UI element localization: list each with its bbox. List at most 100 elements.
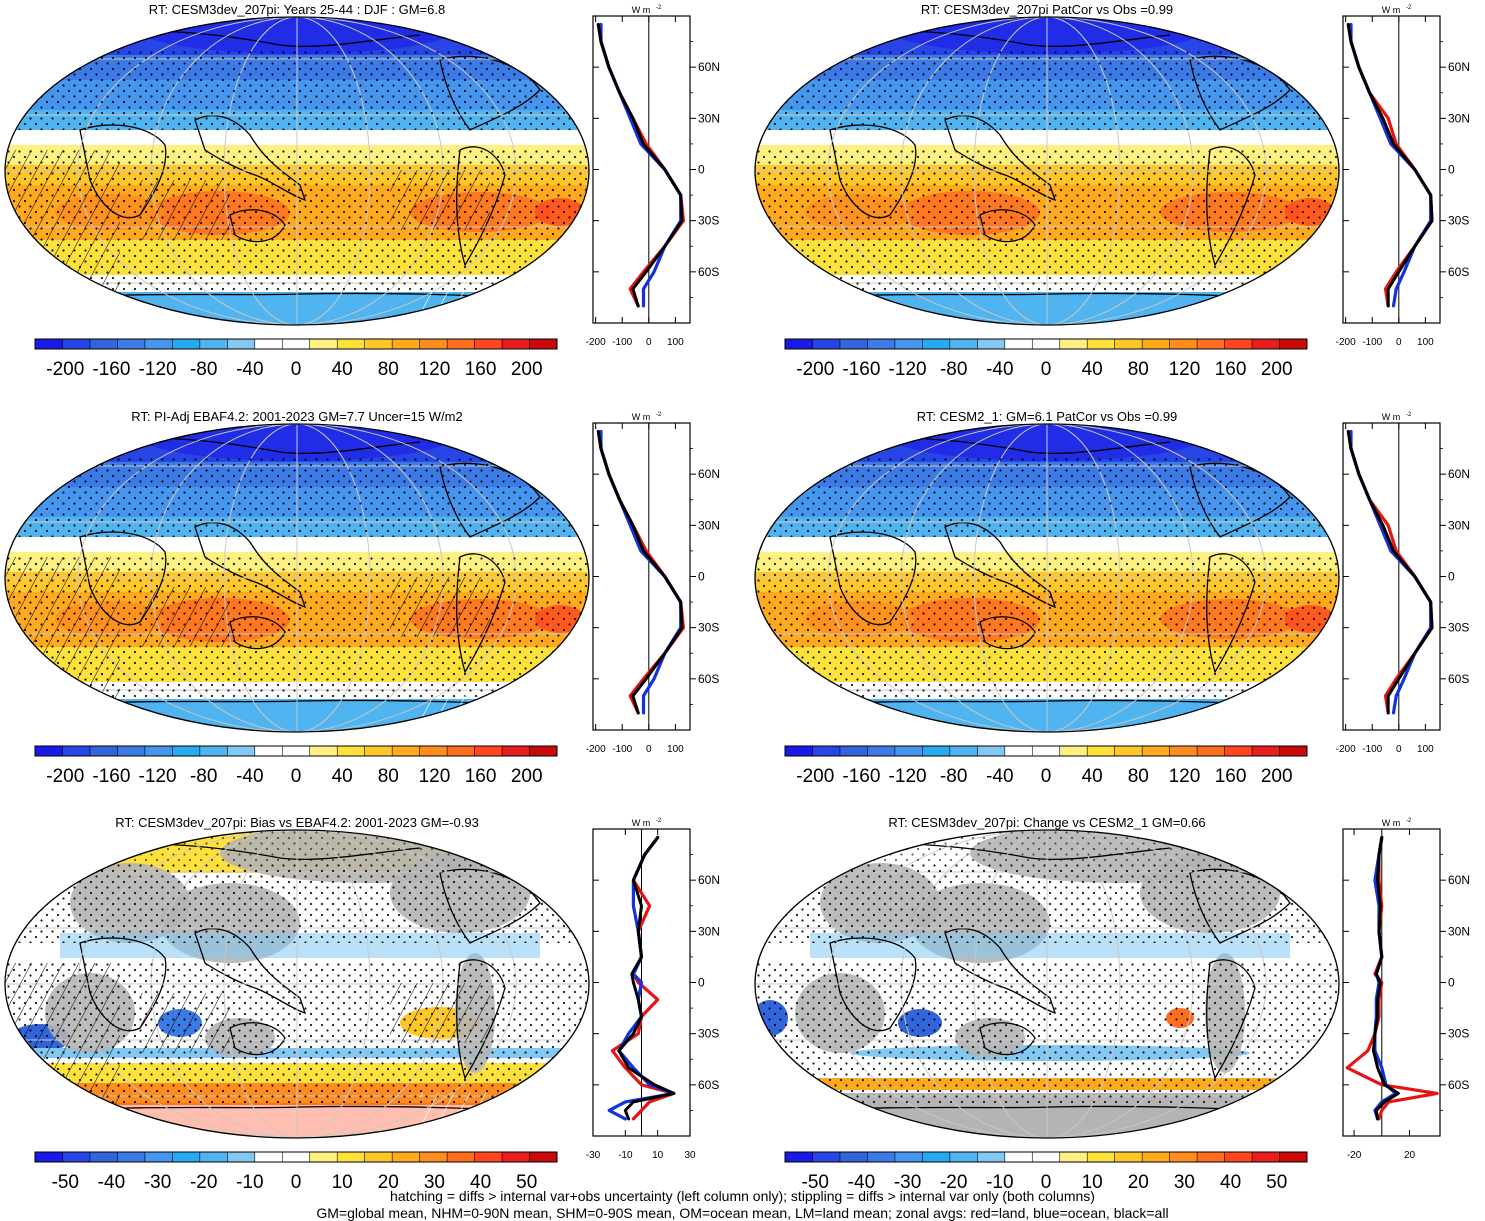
zonal-unit-exponent: -2 bbox=[656, 5, 662, 11]
x-tick-label: -200 bbox=[1336, 744, 1356, 755]
x-tick-label: -20 bbox=[1347, 1150, 1362, 1161]
colorbar-swatch bbox=[117, 746, 146, 756]
colorbar-swatch bbox=[337, 339, 365, 349]
colorbar-label: 40 bbox=[470, 1172, 491, 1190]
colorbar-swatch bbox=[977, 339, 1006, 349]
colorbar-swatch bbox=[392, 339, 420, 349]
colorbar-frame bbox=[784, 1151, 1308, 1163]
colorbar-swatch bbox=[117, 1152, 146, 1162]
colorbar-swatch bbox=[1279, 1152, 1308, 1162]
colorbar-swatch bbox=[1197, 1152, 1225, 1162]
zonal-unit-label: W m bbox=[1382, 5, 1401, 15]
colorbar-label: 120 bbox=[419, 766, 451, 787]
colorbar-label: 160 bbox=[465, 359, 497, 380]
zonal-unit-label: W m bbox=[632, 5, 651, 15]
y-tick-label: 60N bbox=[1448, 60, 1470, 74]
colorbar-swatch bbox=[62, 1152, 91, 1162]
y-tick-label: 30S bbox=[698, 621, 719, 635]
colorbar-swatch bbox=[867, 746, 896, 756]
colorbar-frame bbox=[784, 745, 1308, 757]
colorbar-swatch bbox=[199, 746, 228, 756]
zonal-mean-plot: W m -2 60N 30N 0 30S 60S -20 20 bbox=[1342, 818, 1470, 1161]
colorbar-swatch bbox=[172, 339, 201, 349]
y-tick-label: 0 bbox=[1448, 163, 1455, 177]
world-map bbox=[755, 830, 1339, 1138]
colorbar-label: 200 bbox=[511, 359, 543, 380]
x-tick-label: 0 bbox=[646, 744, 652, 755]
colorbar-swatch bbox=[529, 1152, 558, 1162]
colorbar-label: 160 bbox=[1215, 359, 1247, 380]
zonal-unit-exponent: -2 bbox=[656, 818, 662, 824]
colorbar-label: 80 bbox=[378, 359, 399, 380]
zonal-mean-plot: W m -2 60N 30N 0 30S 60S -30 -10 10 30 bbox=[586, 818, 720, 1161]
colorbar-label: -160 bbox=[842, 766, 880, 787]
colorbar-swatch bbox=[447, 339, 475, 349]
colorbar-swatch bbox=[282, 1152, 311, 1162]
colorbar-label: -10 bbox=[236, 1172, 263, 1190]
zonal-line-all bbox=[1346, 430, 1434, 715]
colorbar-swatch bbox=[144, 746, 173, 756]
colorbar-swatch bbox=[144, 339, 173, 349]
colorbar-swatch bbox=[812, 339, 841, 349]
x-tick-label: 20 bbox=[1404, 1150, 1416, 1161]
colorbar-swatch bbox=[89, 746, 118, 756]
world-map bbox=[5, 17, 589, 325]
stippling bbox=[755, 457, 1339, 537]
colorbar-label: 80 bbox=[378, 766, 399, 787]
colorbar-swatch bbox=[1197, 746, 1225, 756]
colorbar-swatch bbox=[199, 339, 228, 349]
colorbar-swatch bbox=[364, 746, 393, 756]
panel-title: RT: CESM3dev_207pi: Bias vs EBAF4.2: 200… bbox=[115, 815, 479, 830]
world-map bbox=[755, 424, 1339, 732]
zonal-unit-exponent: -2 bbox=[1406, 412, 1412, 418]
colorbar-swatch bbox=[1169, 746, 1198, 756]
colorbar-swatch bbox=[894, 746, 923, 756]
colorbar-swatch bbox=[1087, 746, 1115, 756]
colorbar-swatch bbox=[1059, 1152, 1088, 1162]
colorbar-label: 200 bbox=[1261, 359, 1293, 380]
colorbar-label: 0 bbox=[291, 766, 302, 787]
colorbar-swatch bbox=[282, 746, 311, 756]
anomaly bbox=[790, 1103, 1310, 1138]
y-tick-label: 60S bbox=[1448, 672, 1469, 686]
colorbar-label: -40 bbox=[848, 1172, 875, 1190]
colorbar-swatch bbox=[254, 339, 283, 349]
world-map bbox=[5, 424, 589, 732]
colorbar-label: 0 bbox=[291, 359, 302, 380]
colorbar-swatch bbox=[1224, 339, 1253, 349]
colorbar-swatch bbox=[199, 1152, 228, 1162]
colorbar-swatch bbox=[172, 746, 201, 756]
hatching bbox=[140, 587, 230, 647]
colorbar-swatch bbox=[922, 339, 951, 349]
colorbar-label: -160 bbox=[92, 766, 130, 787]
colorbar-label: -50 bbox=[52, 1172, 79, 1190]
stippling bbox=[755, 150, 1339, 290]
colorbar-label: -20 bbox=[940, 1172, 967, 1190]
y-tick-label: 60N bbox=[698, 60, 720, 74]
colorbar-label: -120 bbox=[139, 359, 177, 380]
colorbar-label: -30 bbox=[144, 1172, 171, 1190]
colorbar-label: 20 bbox=[378, 1172, 399, 1190]
colorbar-label: -80 bbox=[190, 766, 217, 787]
colorbar-swatch bbox=[474, 1152, 503, 1162]
y-tick-label: 30S bbox=[698, 1027, 719, 1041]
colorbar-label: 30 bbox=[1174, 1172, 1195, 1190]
y-tick-label: 30N bbox=[1448, 518, 1470, 532]
panel-title: RT: PI-Adj EBAF4.2: 2001-2023 GM=7.7 Unc… bbox=[131, 409, 462, 424]
colorbar-swatch bbox=[447, 746, 475, 756]
colorbar-swatch bbox=[35, 339, 63, 349]
colorbar-swatch bbox=[62, 339, 91, 349]
colorbar-label: -200 bbox=[46, 766, 84, 787]
world-map bbox=[755, 17, 1339, 325]
zonal-unit-label: W m bbox=[1382, 412, 1401, 422]
colorbar-swatch bbox=[89, 339, 118, 349]
colorbar-swatch bbox=[337, 746, 365, 756]
map-border bbox=[4, 423, 590, 733]
colorbar-label: 40 bbox=[332, 359, 353, 380]
y-tick-label: 30S bbox=[1448, 621, 1469, 635]
colorbar-label: 120 bbox=[1169, 766, 1201, 787]
x-tick-label: 100 bbox=[667, 744, 684, 755]
panel-title: RT: CESM3dev_207pi PatCor vs Obs =0.99 bbox=[921, 2, 1173, 17]
colorbar-swatch bbox=[1197, 339, 1225, 349]
x-tick-label: -10 bbox=[618, 1150, 633, 1161]
